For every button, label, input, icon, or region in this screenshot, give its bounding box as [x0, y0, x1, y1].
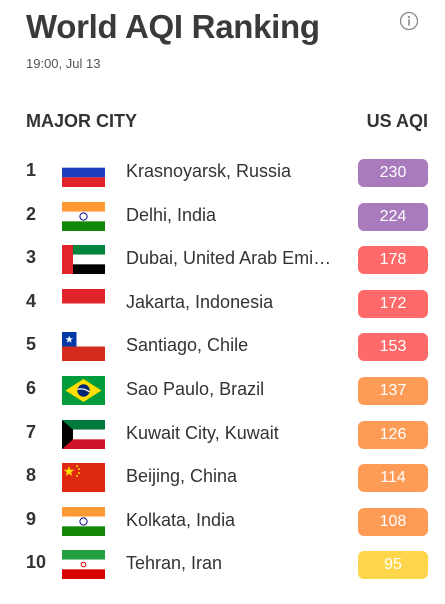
city-name[interactable]: Tehran, Iran [126, 553, 223, 574]
list-item[interactable]: 5 Santiago, Chile 153 [0, 326, 445, 370]
rank-number: 4 [26, 290, 37, 311]
rank-number: 7 [26, 421, 37, 442]
rank-number: 1 [26, 160, 37, 180]
list-item[interactable]: 6 Sao Paulo, Brazil 137 [0, 370, 445, 414]
rank-number: 2 [26, 203, 37, 224]
column-header-aqi: US AQI [366, 111, 428, 131]
aqi-badge: 153 [358, 333, 428, 362]
city-name[interactable]: Jakarta, Indonesia [126, 291, 274, 312]
china-flag-icon [62, 463, 105, 493]
city-name[interactable]: Sao Paulo, Brazil [126, 378, 265, 399]
kuwait-flag-icon [62, 419, 105, 449]
list-item[interactable]: 8 Beijing, China 114 [0, 457, 445, 501]
rank-number: 10 [26, 552, 47, 573]
list-item[interactable]: 10 Tehran, Iran 95 [0, 544, 445, 588]
city-name[interactable]: Kolkata, India [126, 509, 236, 530]
chile-flag-icon [62, 332, 105, 362]
aqi-badge: 224 [358, 202, 428, 231]
city-name[interactable]: Kuwait City, Kuwait [126, 422, 279, 443]
column-header-city: MAJOR CITY [26, 111, 138, 131]
uae-flag-icon [62, 245, 105, 275]
aqi-badge: 137 [358, 376, 428, 405]
timestamp: 19:00, Jul 13 [26, 56, 101, 71]
india-flag-icon [62, 506, 105, 536]
ranking-list: 1 Krasnoyarsk, Russia 230 2 Delhi, India… [0, 152, 445, 588]
info-icon[interactable] [399, 11, 419, 31]
russia-flag-icon [62, 158, 105, 187]
brazil-flag-icon [62, 375, 105, 405]
city-name[interactable]: Delhi, India [126, 204, 217, 225]
aqi-badge: 95 [358, 551, 428, 580]
city-name[interactable]: Santiago, Chile [126, 335, 249, 356]
india-flag-icon [62, 201, 105, 231]
aqi-badge: 126 [358, 420, 428, 449]
aqi-badge: 114 [358, 464, 428, 493]
list-item[interactable]: 4 Jakarta, Indonesia 172 [0, 283, 445, 327]
aqi-badge: 178 [358, 246, 428, 275]
indonesia-flag-icon [62, 288, 105, 318]
rank-number: 6 [26, 377, 37, 398]
list-item[interactable]: 1 Krasnoyarsk, Russia 230 [0, 152, 445, 196]
aqi-badge: 108 [358, 507, 428, 536]
page-title: World AQI Ranking [26, 8, 320, 45]
list-item[interactable]: 9 Kolkata, India 108 [0, 501, 445, 545]
city-name[interactable]: Beijing, China [126, 466, 238, 487]
city-name[interactable]: Dubai, United Arab Emirates [126, 248, 336, 269]
rank-number: 5 [26, 334, 37, 355]
city-name[interactable]: Krasnoyarsk, Russia [126, 161, 292, 181]
list-item[interactable]: 3 Dubai, United Arab Emirates 178 [0, 239, 445, 283]
iran-flag-icon [62, 550, 105, 580]
rank-number: 3 [26, 247, 37, 268]
rank-number: 9 [26, 508, 37, 529]
aqi-badge: 172 [358, 289, 428, 318]
list-item[interactable]: 2 Delhi, India 224 [0, 196, 445, 240]
rank-number: 8 [26, 465, 37, 486]
aqi-badge: 230 [358, 159, 428, 187]
list-item[interactable]: 7 Kuwait City, Kuwait 126 [0, 414, 445, 458]
